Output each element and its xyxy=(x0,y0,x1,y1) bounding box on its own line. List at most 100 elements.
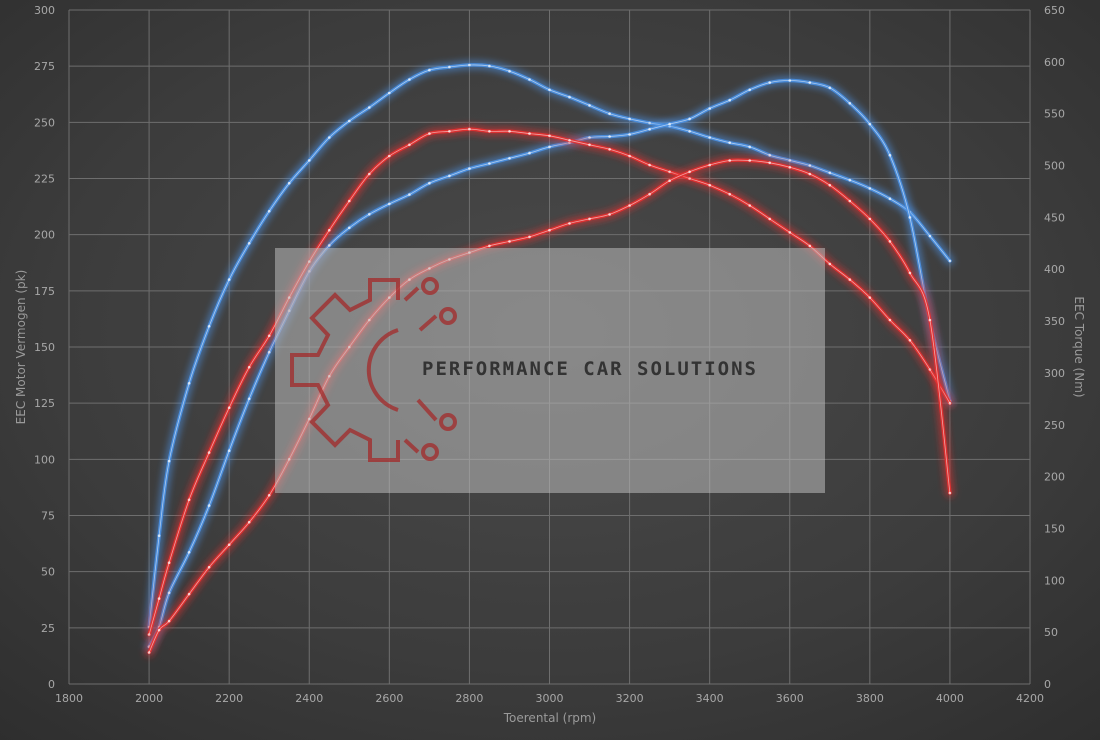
right-tick-label: 550 xyxy=(1044,108,1065,121)
series-point xyxy=(308,159,311,162)
series-point xyxy=(628,117,631,121)
series-point xyxy=(227,449,231,453)
series-point xyxy=(508,69,511,73)
x-tick-label: 2000 xyxy=(135,692,163,705)
series-point xyxy=(548,145,551,149)
series-point xyxy=(608,213,611,216)
series-point xyxy=(828,262,832,266)
left-tick-label: 275 xyxy=(34,60,55,73)
series-point xyxy=(348,119,351,123)
x-tick-label: 2800 xyxy=(455,692,483,705)
left-tick-label: 200 xyxy=(34,229,55,242)
series-point xyxy=(828,183,832,187)
series-point xyxy=(468,127,471,131)
series-point xyxy=(167,561,171,564)
right-tick-label: 150 xyxy=(1044,522,1065,535)
series-point xyxy=(648,192,651,196)
left-tick-label: 25 xyxy=(41,622,55,635)
x-axis-title: Toerental (rpm) xyxy=(503,711,596,725)
series-point xyxy=(508,130,511,133)
left-tick-label: 100 xyxy=(34,453,55,466)
series-2 xyxy=(144,124,955,640)
series-point xyxy=(748,145,751,149)
series-point xyxy=(828,171,832,175)
series-point xyxy=(167,619,171,623)
x-tick-label: 1800 xyxy=(55,692,83,705)
right-axis-title: EEC Torque (Nm) xyxy=(1072,296,1086,397)
series-point xyxy=(368,213,371,216)
series-point xyxy=(448,130,451,133)
left-tick-label: 250 xyxy=(34,116,55,129)
series-point xyxy=(688,177,691,180)
left-axis-ticks: 0 25 50 75 100 125 150 175 200 225 250 275 300 xyxy=(34,4,55,691)
series-point xyxy=(728,159,731,162)
series-point xyxy=(928,368,932,371)
series-point xyxy=(648,121,651,125)
series-point xyxy=(428,68,431,72)
series-point xyxy=(187,592,191,596)
series-point xyxy=(187,551,191,554)
series-point xyxy=(508,240,511,243)
right-tick-label: 450 xyxy=(1044,211,1065,224)
series-point xyxy=(948,491,952,495)
right-tick-label: 50 xyxy=(1044,626,1058,639)
series-point xyxy=(828,86,832,90)
series-point xyxy=(328,228,331,232)
series-point xyxy=(868,187,872,190)
right-tick-label: 400 xyxy=(1044,263,1065,276)
series-point xyxy=(748,88,751,92)
series-point xyxy=(788,79,792,82)
series-point xyxy=(648,127,651,131)
series-point xyxy=(488,64,491,68)
series-point xyxy=(488,162,491,165)
series-point xyxy=(508,157,511,160)
series-point xyxy=(167,591,171,595)
series-3 xyxy=(144,155,955,657)
series-point xyxy=(348,226,351,230)
series-point xyxy=(247,397,251,401)
x-tick-label: 4200 xyxy=(1016,692,1044,705)
series-point xyxy=(688,130,691,133)
series-point xyxy=(428,181,431,185)
series-point xyxy=(848,199,852,203)
series-point xyxy=(147,633,151,636)
series-point xyxy=(608,135,611,138)
series-point xyxy=(948,401,952,405)
left-tick-label: 50 xyxy=(41,566,55,579)
watermark-text: PERFORMANCE CAR SOLUTIONS xyxy=(422,358,758,380)
series-point xyxy=(428,132,431,135)
series-point xyxy=(708,183,711,187)
series-point xyxy=(928,234,932,238)
series-point xyxy=(227,278,231,281)
series-point xyxy=(808,81,812,84)
series-point xyxy=(448,174,451,178)
series-point xyxy=(368,172,371,176)
series-point xyxy=(628,204,631,207)
series-point xyxy=(648,163,651,167)
series-point xyxy=(668,170,671,174)
right-tick-label: 250 xyxy=(1044,419,1065,432)
series-point xyxy=(708,163,711,167)
right-tick-label: 200 xyxy=(1044,471,1065,484)
series-point xyxy=(668,122,671,126)
series-point xyxy=(368,106,371,109)
series-point xyxy=(287,181,291,185)
series-point xyxy=(267,209,271,213)
series-point xyxy=(688,170,691,174)
right-tick-label: 500 xyxy=(1044,160,1065,173)
series-point xyxy=(408,193,411,196)
series-point xyxy=(388,91,391,95)
series-point xyxy=(808,172,812,176)
series-point xyxy=(468,167,471,170)
series-point xyxy=(888,240,892,243)
series-point xyxy=(588,136,591,139)
series-point xyxy=(267,494,271,497)
series-point xyxy=(748,159,751,162)
series-point xyxy=(408,78,411,81)
series-point xyxy=(788,166,792,169)
series-point xyxy=(247,520,251,524)
series-point xyxy=(568,222,571,225)
series-point xyxy=(708,107,711,110)
series-point xyxy=(328,244,331,247)
series-point xyxy=(888,153,892,157)
